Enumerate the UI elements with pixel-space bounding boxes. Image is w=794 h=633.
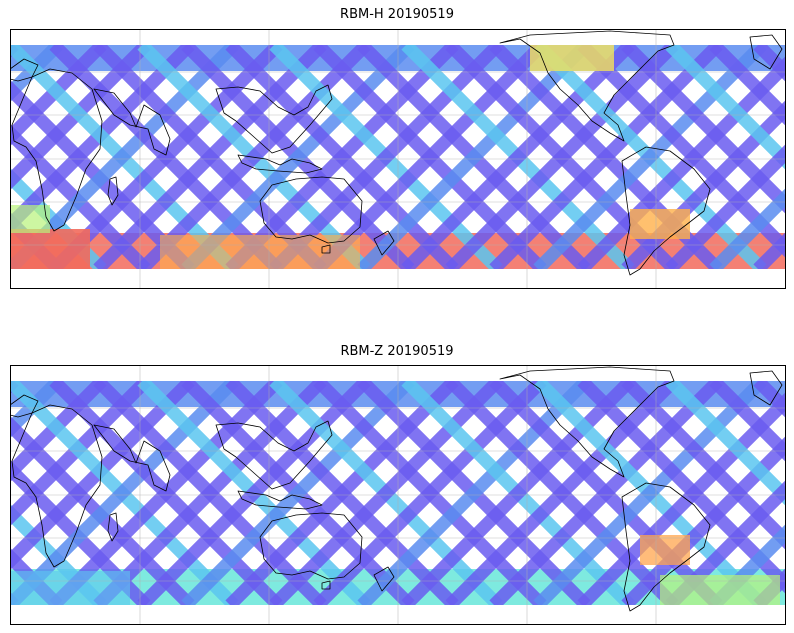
orbit-swath — [313, 376, 547, 610]
coastlines — [10, 30, 783, 276]
orbit-swath — [10, 547, 63, 610]
swath-layer — [10, 40, 786, 274]
graticule — [10, 365, 786, 625]
orbit-swath — [665, 143, 786, 274]
orbit-swath — [709, 376, 786, 463]
orbit-swath — [489, 40, 723, 274]
map-frame — [10, 29, 786, 289]
orbit-swath — [225, 376, 459, 610]
swath-layer — [10, 376, 786, 610]
orbit-swath — [313, 40, 547, 274]
coastlines — [10, 366, 783, 612]
orbit-swath — [225, 40, 459, 274]
orbit-swath — [269, 376, 503, 610]
orbit-swath — [577, 55, 786, 274]
orbit-swath — [445, 40, 679, 274]
orbit-swath — [357, 376, 591, 610]
orbit-swath — [401, 376, 635, 610]
high-value-patch — [660, 575, 780, 605]
orbit-swath — [10, 40, 151, 191]
graticule — [10, 29, 786, 289]
orbit-swath — [709, 40, 786, 127]
orbit-swath — [577, 391, 786, 610]
panel-title-rbm-z: RBM-Z 20190519 — [340, 344, 454, 359]
map-panel-rbm-h — [10, 29, 786, 289]
orbit-swath — [10, 376, 107, 483]
panel-title-rbm-h: RBM-H 20190519 — [340, 7, 454, 22]
orbit-swath — [10, 376, 63, 439]
orbit-swath — [181, 40, 415, 274]
orbit-swath — [93, 376, 327, 610]
map-frame — [10, 365, 786, 625]
orbit-swath — [10, 503, 107, 610]
orbit-swath — [665, 479, 786, 610]
orbit-swath — [709, 187, 786, 274]
high-value-patch — [530, 45, 614, 71]
orbit-swath — [621, 435, 786, 610]
orbit-swath — [10, 40, 195, 235]
orbit-swath — [49, 40, 283, 274]
high-value-patch — [160, 235, 360, 269]
high-value-patch — [10, 205, 50, 233]
orbit-swath — [269, 40, 503, 274]
orbit-swath — [709, 523, 786, 610]
orbit-swath — [401, 40, 635, 274]
orbit-swath — [357, 40, 591, 274]
orbit-swath — [489, 376, 723, 610]
orbit-swath — [533, 376, 767, 610]
orbit-swath — [10, 376, 195, 571]
orbit-swath — [49, 376, 283, 610]
orbit-swath — [10, 376, 151, 527]
orbit-swath — [181, 376, 415, 610]
orbit-swath — [533, 40, 767, 274]
orbit-swath — [10, 40, 63, 103]
high-value-patch — [10, 571, 130, 605]
high-value-patch — [10, 229, 90, 269]
orbit-swath — [445, 376, 679, 610]
orbit-swath — [10, 376, 239, 610]
map-panel-rbm-z — [10, 365, 786, 625]
high-value-patch — [630, 209, 690, 239]
orbit-swath — [93, 40, 327, 274]
orbit-swath — [10, 40, 107, 147]
high-value-patch — [640, 535, 690, 565]
